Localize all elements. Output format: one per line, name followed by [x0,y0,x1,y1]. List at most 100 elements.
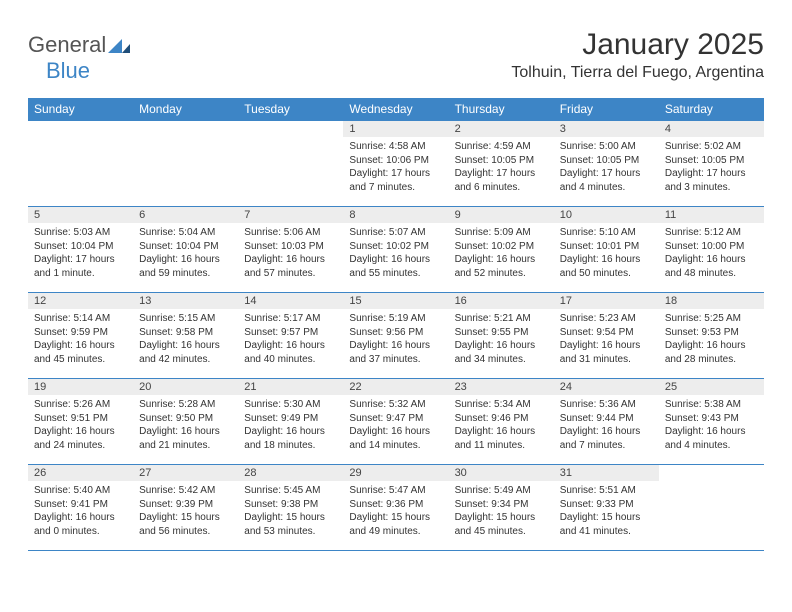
page: General January 2025 Tolhuin, Tierra del… [0,0,792,551]
day-details: Sunrise: 5:36 AMSunset: 9:44 PMDaylight:… [554,395,659,458]
day-number: 31 [554,465,659,481]
calendar-cell: 23Sunrise: 5:34 AMSunset: 9:46 PMDayligh… [449,379,554,465]
calendar-cell: 10Sunrise: 5:10 AMSunset: 10:01 PMDaylig… [554,207,659,293]
day-details: Sunrise: 5:28 AMSunset: 9:50 PMDaylight:… [133,395,238,458]
calendar-cell: 13Sunrise: 5:15 AMSunset: 9:58 PMDayligh… [133,293,238,379]
day-details: Sunrise: 5:38 AMSunset: 9:43 PMDaylight:… [659,395,764,458]
calendar-body: 1Sunrise: 4:58 AMSunset: 10:06 PMDayligh… [28,121,764,551]
day-number: 29 [343,465,448,481]
day-number: 9 [449,207,554,223]
calendar-cell: 22Sunrise: 5:32 AMSunset: 9:47 PMDayligh… [343,379,448,465]
col-wednesday: Wednesday [343,98,448,121]
day-details: Sunrise: 5:40 AMSunset: 9:41 PMDaylight:… [28,481,133,544]
day-number: 14 [238,293,343,309]
day-details: Sunrise: 5:25 AMSunset: 9:53 PMDaylight:… [659,309,764,372]
calendar-cell: 6Sunrise: 5:04 AMSunset: 10:04 PMDayligh… [133,207,238,293]
calendar-row: 1Sunrise: 4:58 AMSunset: 10:06 PMDayligh… [28,121,764,207]
calendar-cell: 2Sunrise: 4:59 AMSunset: 10:05 PMDayligh… [449,121,554,207]
calendar-row: 12Sunrise: 5:14 AMSunset: 9:59 PMDayligh… [28,293,764,379]
calendar-row: 19Sunrise: 5:26 AMSunset: 9:51 PMDayligh… [28,379,764,465]
day-details: Sunrise: 5:45 AMSunset: 9:38 PMDaylight:… [238,481,343,544]
logo-triangle-icon [108,37,130,53]
calendar-cell: 26Sunrise: 5:40 AMSunset: 9:41 PMDayligh… [28,465,133,551]
col-sunday: Sunday [28,98,133,121]
day-number: 12 [28,293,133,309]
col-tuesday: Tuesday [238,98,343,121]
day-details: Sunrise: 5:06 AMSunset: 10:03 PMDaylight… [238,223,343,286]
calendar-cell: 3Sunrise: 5:00 AMSunset: 10:05 PMDayligh… [554,121,659,207]
month-title: January 2025 [511,28,764,62]
day-number: 18 [659,293,764,309]
calendar-cell: 1Sunrise: 4:58 AMSunset: 10:06 PMDayligh… [343,121,448,207]
calendar-cell: 14Sunrise: 5:17 AMSunset: 9:57 PMDayligh… [238,293,343,379]
day-details: Sunrise: 5:23 AMSunset: 9:54 PMDaylight:… [554,309,659,372]
title-block: January 2025 Tolhuin, Tierra del Fuego, … [511,28,764,82]
day-number: 27 [133,465,238,481]
day-number: 13 [133,293,238,309]
day-details: Sunrise: 5:49 AMSunset: 9:34 PMDaylight:… [449,481,554,544]
day-number: 20 [133,379,238,395]
day-number: 24 [554,379,659,395]
calendar-cell [659,465,764,551]
col-friday: Friday [554,98,659,121]
calendar-cell [133,121,238,207]
day-details: Sunrise: 4:59 AMSunset: 10:05 PMDaylight… [449,137,554,200]
col-monday: Monday [133,98,238,121]
calendar-cell: 18Sunrise: 5:25 AMSunset: 9:53 PMDayligh… [659,293,764,379]
day-details: Sunrise: 5:30 AMSunset: 9:49 PMDaylight:… [238,395,343,458]
day-number: 3 [554,121,659,137]
logo: General [28,32,132,58]
calendar-cell [28,121,133,207]
calendar-cell: 30Sunrise: 5:49 AMSunset: 9:34 PMDayligh… [449,465,554,551]
day-details: Sunrise: 5:03 AMSunset: 10:04 PMDaylight… [28,223,133,286]
day-number: 1 [343,121,448,137]
calendar-cell: 17Sunrise: 5:23 AMSunset: 9:54 PMDayligh… [554,293,659,379]
day-details: Sunrise: 5:15 AMSunset: 9:58 PMDaylight:… [133,309,238,372]
day-number: 8 [343,207,448,223]
calendar-cell: 31Sunrise: 5:51 AMSunset: 9:33 PMDayligh… [554,465,659,551]
calendar-cell: 11Sunrise: 5:12 AMSunset: 10:00 PMDaylig… [659,207,764,293]
day-details: Sunrise: 5:51 AMSunset: 9:33 PMDaylight:… [554,481,659,544]
day-number: 19 [28,379,133,395]
day-details: Sunrise: 5:07 AMSunset: 10:02 PMDaylight… [343,223,448,286]
calendar-cell: 15Sunrise: 5:19 AMSunset: 9:56 PMDayligh… [343,293,448,379]
calendar-cell: 21Sunrise: 5:30 AMSunset: 9:49 PMDayligh… [238,379,343,465]
day-details: Sunrise: 5:02 AMSunset: 10:05 PMDaylight… [659,137,764,200]
day-number-empty [133,121,238,137]
day-details: Sunrise: 5:04 AMSunset: 10:04 PMDaylight… [133,223,238,286]
day-number: 17 [554,293,659,309]
day-details: Sunrise: 5:00 AMSunset: 10:05 PMDaylight… [554,137,659,200]
day-details: Sunrise: 5:34 AMSunset: 9:46 PMDaylight:… [449,395,554,458]
day-details: Sunrise: 5:47 AMSunset: 9:36 PMDaylight:… [343,481,448,544]
logo-text-blue: Blue [46,58,90,83]
day-number-empty [659,465,764,481]
calendar-cell: 9Sunrise: 5:09 AMSunset: 10:02 PMDayligh… [449,207,554,293]
day-number: 16 [449,293,554,309]
weekday-header-row: Sunday Monday Tuesday Wednesday Thursday… [28,98,764,121]
day-details: Sunrise: 5:17 AMSunset: 9:57 PMDaylight:… [238,309,343,372]
calendar-cell [238,121,343,207]
day-details: Sunrise: 5:21 AMSunset: 9:55 PMDaylight:… [449,309,554,372]
day-number: 28 [238,465,343,481]
day-details: Sunrise: 5:19 AMSunset: 9:56 PMDaylight:… [343,309,448,372]
location: Tolhuin, Tierra del Fuego, Argentina [511,64,764,82]
calendar-table: Sunday Monday Tuesday Wednesday Thursday… [28,98,764,551]
day-number: 25 [659,379,764,395]
calendar-cell: 27Sunrise: 5:42 AMSunset: 9:39 PMDayligh… [133,465,238,551]
col-thursday: Thursday [449,98,554,121]
day-number-empty [238,121,343,137]
day-details: Sunrise: 5:42 AMSunset: 9:39 PMDaylight:… [133,481,238,544]
day-number: 2 [449,121,554,137]
calendar-cell: 5Sunrise: 5:03 AMSunset: 10:04 PMDayligh… [28,207,133,293]
day-details: Sunrise: 5:12 AMSunset: 10:00 PMDaylight… [659,223,764,286]
day-number: 11 [659,207,764,223]
day-number: 5 [28,207,133,223]
day-number: 4 [659,121,764,137]
calendar-cell: 16Sunrise: 5:21 AMSunset: 9:55 PMDayligh… [449,293,554,379]
day-number: 7 [238,207,343,223]
calendar-cell: 20Sunrise: 5:28 AMSunset: 9:50 PMDayligh… [133,379,238,465]
calendar-cell: 8Sunrise: 5:07 AMSunset: 10:02 PMDayligh… [343,207,448,293]
day-details: Sunrise: 4:58 AMSunset: 10:06 PMDaylight… [343,137,448,200]
calendar-cell: 7Sunrise: 5:06 AMSunset: 10:03 PMDayligh… [238,207,343,293]
calendar-cell: 25Sunrise: 5:38 AMSunset: 9:43 PMDayligh… [659,379,764,465]
